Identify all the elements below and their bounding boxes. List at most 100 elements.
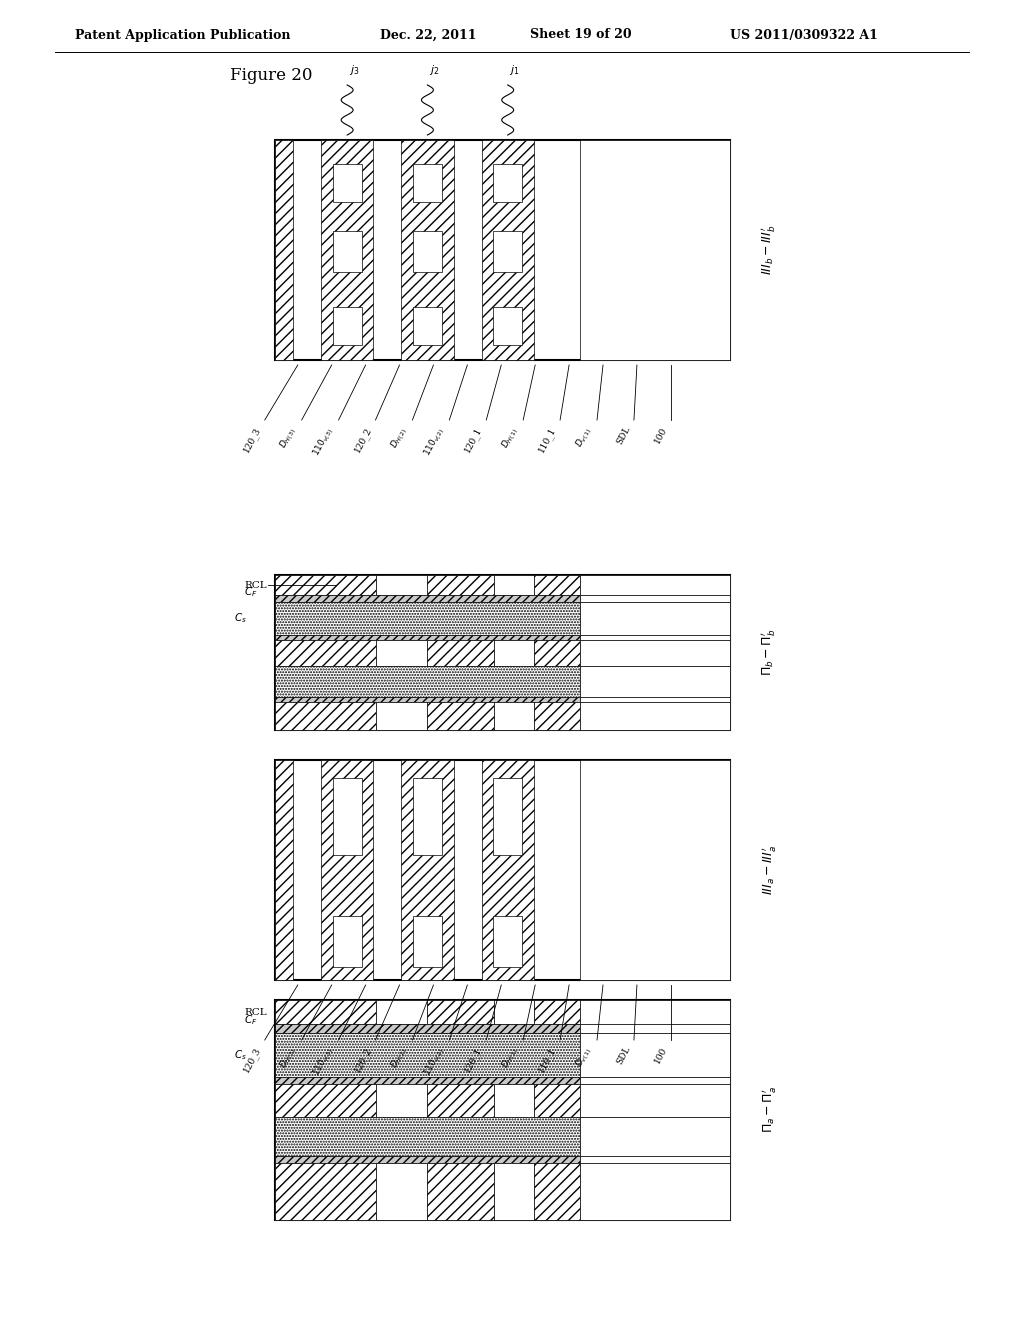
Bar [275, 140, 293, 360]
Bar [580, 1117, 730, 1156]
Bar [275, 1156, 580, 1163]
Bar [495, 1084, 535, 1117]
Bar [580, 595, 730, 602]
Bar [535, 640, 580, 667]
Bar [535, 1084, 580, 1117]
Bar [580, 576, 730, 595]
Bar [376, 576, 427, 595]
Text: Sheet 19 of 20: Sheet 19 of 20 [530, 29, 632, 41]
Bar [535, 702, 580, 730]
Text: $D_{H(3)}$: $D_{H(3)}$ [278, 425, 300, 451]
Bar [275, 640, 376, 667]
Bar [275, 140, 730, 360]
Text: $C_F$: $C_F$ [244, 1012, 257, 1027]
Bar [535, 1163, 580, 1220]
Text: US 2011/0309322 A1: US 2011/0309322 A1 [730, 29, 878, 41]
Bar [333, 308, 361, 345]
Bar [275, 576, 376, 595]
Bar [494, 777, 522, 854]
Bar [580, 140, 730, 360]
Bar [275, 1084, 376, 1117]
Bar [580, 1156, 730, 1163]
Text: $D_{v(1)}$: $D_{v(1)}$ [572, 425, 595, 450]
Bar [401, 760, 454, 979]
Text: RCL: RCL [245, 1007, 267, 1016]
Bar [580, 635, 730, 640]
Bar [275, 595, 580, 602]
Bar [580, 640, 730, 667]
Bar [275, 697, 580, 702]
Text: $110_{v(3)}$: $110_{v(3)}$ [309, 425, 337, 459]
Bar [580, 1163, 730, 1220]
Bar [275, 760, 730, 979]
Text: Patent Application Publication: Patent Application Publication [75, 29, 291, 41]
Text: SDL: SDL [614, 1045, 632, 1067]
Text: $j_3$: $j_3$ [349, 63, 359, 77]
Bar [427, 640, 495, 667]
Bar [275, 1001, 730, 1220]
Text: $III_a - III_a'$: $III_a - III_a'$ [760, 845, 778, 895]
Bar [495, 702, 535, 730]
Bar [495, 640, 535, 667]
Bar [413, 231, 441, 272]
Bar [580, 697, 730, 702]
Bar [580, 1034, 730, 1077]
Bar [495, 1163, 535, 1220]
Bar [427, 1001, 495, 1024]
Bar [427, 1163, 495, 1220]
Bar [321, 760, 374, 979]
Bar [275, 760, 293, 979]
Text: $110_{v(2)}$: $110_{v(2)}$ [421, 1045, 447, 1080]
Bar [376, 1163, 427, 1220]
Bar [580, 602, 730, 635]
Bar [580, 702, 730, 730]
Bar [535, 1001, 580, 1024]
Text: Figure 20: Figure 20 [230, 66, 312, 83]
Text: Dec. 22, 2011: Dec. 22, 2011 [380, 29, 476, 41]
Text: 120_1: 120_1 [463, 425, 484, 454]
Text: RCL: RCL [245, 581, 267, 590]
Text: $110_{v(3)}$: $110_{v(3)}$ [309, 1045, 337, 1080]
Bar [275, 576, 730, 730]
Text: $D_{H(2)}$: $D_{H(2)}$ [388, 425, 411, 451]
Bar [321, 140, 374, 360]
Bar [413, 916, 441, 966]
Text: $III_b - III_b'$: $III_b - III_b'$ [760, 224, 778, 276]
Bar [333, 164, 361, 202]
Bar [494, 916, 522, 966]
Bar [427, 576, 495, 595]
Text: $j_2$: $j_2$ [429, 63, 439, 77]
Bar [535, 576, 580, 595]
Bar [580, 667, 730, 697]
Bar [275, 667, 580, 697]
Text: $\Pi_b - \Pi_b'$: $\Pi_b - \Pi_b'$ [760, 628, 778, 676]
Text: 120_1: 120_1 [463, 1045, 484, 1073]
Text: $D_{H(3)}$: $D_{H(3)}$ [278, 1045, 300, 1071]
Bar [494, 164, 522, 202]
Bar [333, 777, 361, 854]
Text: $D_{v(1)}$: $D_{v(1)}$ [572, 1045, 595, 1071]
Text: $D_{H(2)}$: $D_{H(2)}$ [388, 1045, 411, 1071]
Bar [376, 1001, 427, 1024]
Text: 110_1: 110_1 [537, 425, 558, 454]
Bar [275, 1117, 580, 1156]
Bar [333, 916, 361, 966]
Bar [275, 602, 580, 635]
Bar [401, 140, 454, 360]
Bar [427, 702, 495, 730]
Bar [495, 1001, 535, 1024]
Bar [580, 760, 730, 979]
Text: $D_{H(1)}$: $D_{H(1)}$ [499, 425, 521, 451]
Bar [275, 635, 580, 640]
Bar [481, 760, 534, 979]
Text: $\Pi_a - \Pi_a'$: $\Pi_a - \Pi_a'$ [760, 1086, 778, 1134]
Bar [580, 1084, 730, 1117]
Bar [275, 702, 376, 730]
Text: 120_2: 120_2 [352, 1045, 374, 1073]
Bar [376, 702, 427, 730]
Text: $C_s$: $C_s$ [234, 611, 247, 626]
Bar [333, 231, 361, 272]
Bar [376, 1084, 427, 1117]
Text: 100: 100 [653, 425, 669, 445]
Text: 120_2: 120_2 [352, 425, 374, 454]
